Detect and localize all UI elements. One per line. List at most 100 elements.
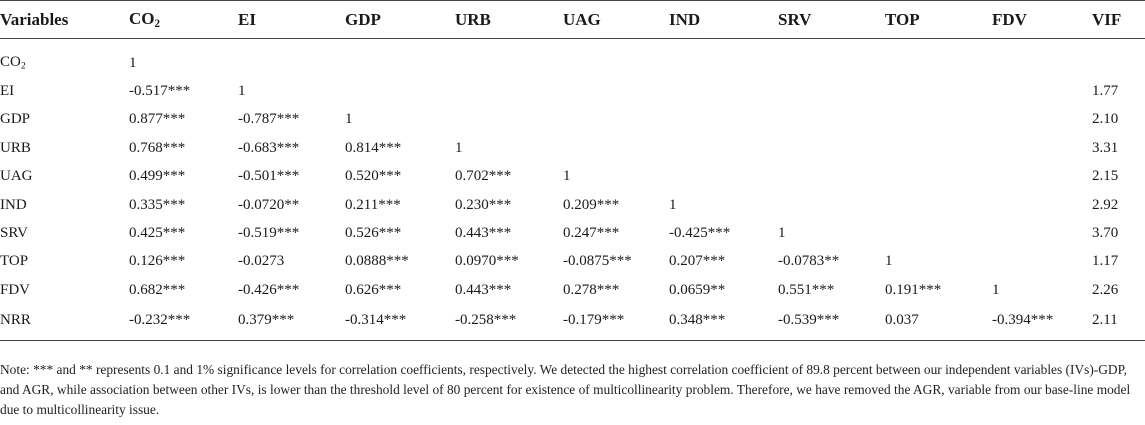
table-cell: 0.0659** xyxy=(669,281,726,298)
table-cell xyxy=(778,134,885,162)
column-header-col2: EI xyxy=(238,0,345,39)
row-label-text: TOP xyxy=(0,253,29,270)
row-label-text: SRV xyxy=(0,225,28,242)
table-cell: -0.232*** xyxy=(129,304,238,341)
table-note: Note: *** and ** represents 0.1 and 1% s… xyxy=(0,362,1131,417)
table-body: CO2 1 EI -0.517*** 1 1.77 GDP 0.877*** -0.787***… xyxy=(0,39,1145,341)
row-label: NRR xyxy=(0,304,129,341)
column-header-col9: FDV xyxy=(992,0,1092,39)
column-header-subscript: 2 xyxy=(154,17,161,30)
table-cell: -0.787*** xyxy=(238,111,300,128)
column-header-text: SRV xyxy=(778,9,812,29)
table-cell: 0.520*** xyxy=(345,168,402,185)
table-cell: -0.394*** xyxy=(992,304,1092,341)
column-header-text: TOP xyxy=(885,9,920,29)
row-label: SRV xyxy=(0,219,129,247)
table-cell: 2.15 xyxy=(1092,168,1119,185)
table-cell: -0.0273 xyxy=(238,253,285,270)
table-row: SRV 0.425*** -0.519*** 0.526*** 0.443*** 0.24… xyxy=(0,219,1145,247)
table-cell xyxy=(992,163,1092,191)
column-header-text: IND xyxy=(669,9,701,29)
table-cell: 1 xyxy=(455,139,463,156)
table-cell: 0.335*** xyxy=(129,196,186,213)
table-cell: 0.682*** xyxy=(129,281,186,298)
table-cell xyxy=(669,163,778,191)
table-cell xyxy=(345,77,455,105)
table-cell: 0.207*** xyxy=(669,253,726,270)
table-cell xyxy=(563,106,669,134)
table-cell: 0.814*** xyxy=(345,139,402,156)
table-cell xyxy=(992,39,1092,78)
column-header-text: UAG xyxy=(563,9,601,29)
table-cell: 1 xyxy=(345,111,353,128)
table-cell xyxy=(885,134,992,162)
table-row: IND 0.335*** -0.0720** 0.211*** 0.230*** 0.20… xyxy=(0,191,1145,219)
table-cell: 2.11 xyxy=(1092,304,1145,341)
row-label: URB xyxy=(0,134,129,162)
table-cell: 0.037 xyxy=(885,304,992,341)
table-cell xyxy=(992,191,1092,219)
table-cell: 0.278*** xyxy=(563,281,620,298)
table-cell: -0.517*** xyxy=(129,83,191,100)
table-row: NRR -0.232*** 0.379*** -0.314*** -0.258*** -0… xyxy=(0,304,1145,341)
table-cell: 0.191*** xyxy=(885,281,942,298)
column-header-col6: IND xyxy=(669,0,778,39)
table-cell: 0.768*** xyxy=(129,139,186,156)
table-cell xyxy=(669,39,778,78)
table-cell xyxy=(1092,39,1145,78)
column-header-text: CO xyxy=(129,9,155,29)
table-row: CO2 1 xyxy=(0,39,1145,78)
table-cell: -0.0875*** xyxy=(563,253,632,270)
table-cell xyxy=(455,106,563,134)
table-cell xyxy=(885,77,992,105)
column-header-text: VIF xyxy=(1092,9,1122,29)
table-cell: 0.379*** xyxy=(238,304,345,341)
table-cell: -0.258*** xyxy=(455,304,563,341)
row-label: UAG xyxy=(0,163,129,191)
table-cell: 1 xyxy=(129,54,137,71)
table-cell xyxy=(885,106,992,134)
table-cell xyxy=(455,77,563,105)
column-header-text: EI xyxy=(238,9,256,29)
table-cell: 2.92 xyxy=(1092,196,1119,213)
table-cell: 1 xyxy=(885,253,893,270)
column-header-col7: SRV xyxy=(778,0,885,39)
table-cell xyxy=(669,106,778,134)
row-label-text: GDP xyxy=(0,111,31,128)
table-cell: 0.443*** xyxy=(455,225,512,242)
table-cell: 0.348*** xyxy=(669,304,778,341)
column-header-col3: GDP xyxy=(345,0,455,39)
row-label-text: EI xyxy=(0,83,15,100)
row-label: TOP xyxy=(0,248,129,276)
table-cell: -0.539*** xyxy=(778,304,885,341)
table-cell: -0.501*** xyxy=(238,168,300,185)
table-cell: 0.425*** xyxy=(129,225,186,242)
column-header-col8: TOP xyxy=(885,0,992,39)
row-label-text: IND xyxy=(0,196,27,213)
column-header-col5: UAG xyxy=(563,0,669,39)
table-cell: 2.10 xyxy=(1092,111,1119,128)
row-label-text: FDV xyxy=(0,281,31,298)
table-cell: 0.0888*** xyxy=(345,253,409,270)
table-cell: 1 xyxy=(778,225,786,242)
table-cell: -0.314*** xyxy=(345,304,455,341)
row-label: IND xyxy=(0,191,129,219)
table-cell: 1 xyxy=(669,196,677,213)
table-cell xyxy=(778,106,885,134)
row-label-subscript: 2 xyxy=(20,60,26,72)
table-cell: 0.209*** xyxy=(563,196,620,213)
table-cell xyxy=(885,191,992,219)
table-row: FDV 0.682*** -0.426*** 0.626*** 0.443*** 0.27… xyxy=(0,276,1145,304)
column-header-text: Variables xyxy=(0,9,69,29)
table-cell xyxy=(992,77,1092,105)
table-cell xyxy=(778,77,885,105)
column-header-variables: Variables xyxy=(0,0,129,39)
row-label-text: NRR xyxy=(0,312,31,329)
table-cell xyxy=(778,39,885,78)
table-cell: 0.877*** xyxy=(129,111,186,128)
table-cell xyxy=(345,39,455,78)
table-cell: -0.0783** xyxy=(778,253,840,270)
row-label: GDP xyxy=(0,106,129,134)
column-header-col4: URB xyxy=(455,0,563,39)
